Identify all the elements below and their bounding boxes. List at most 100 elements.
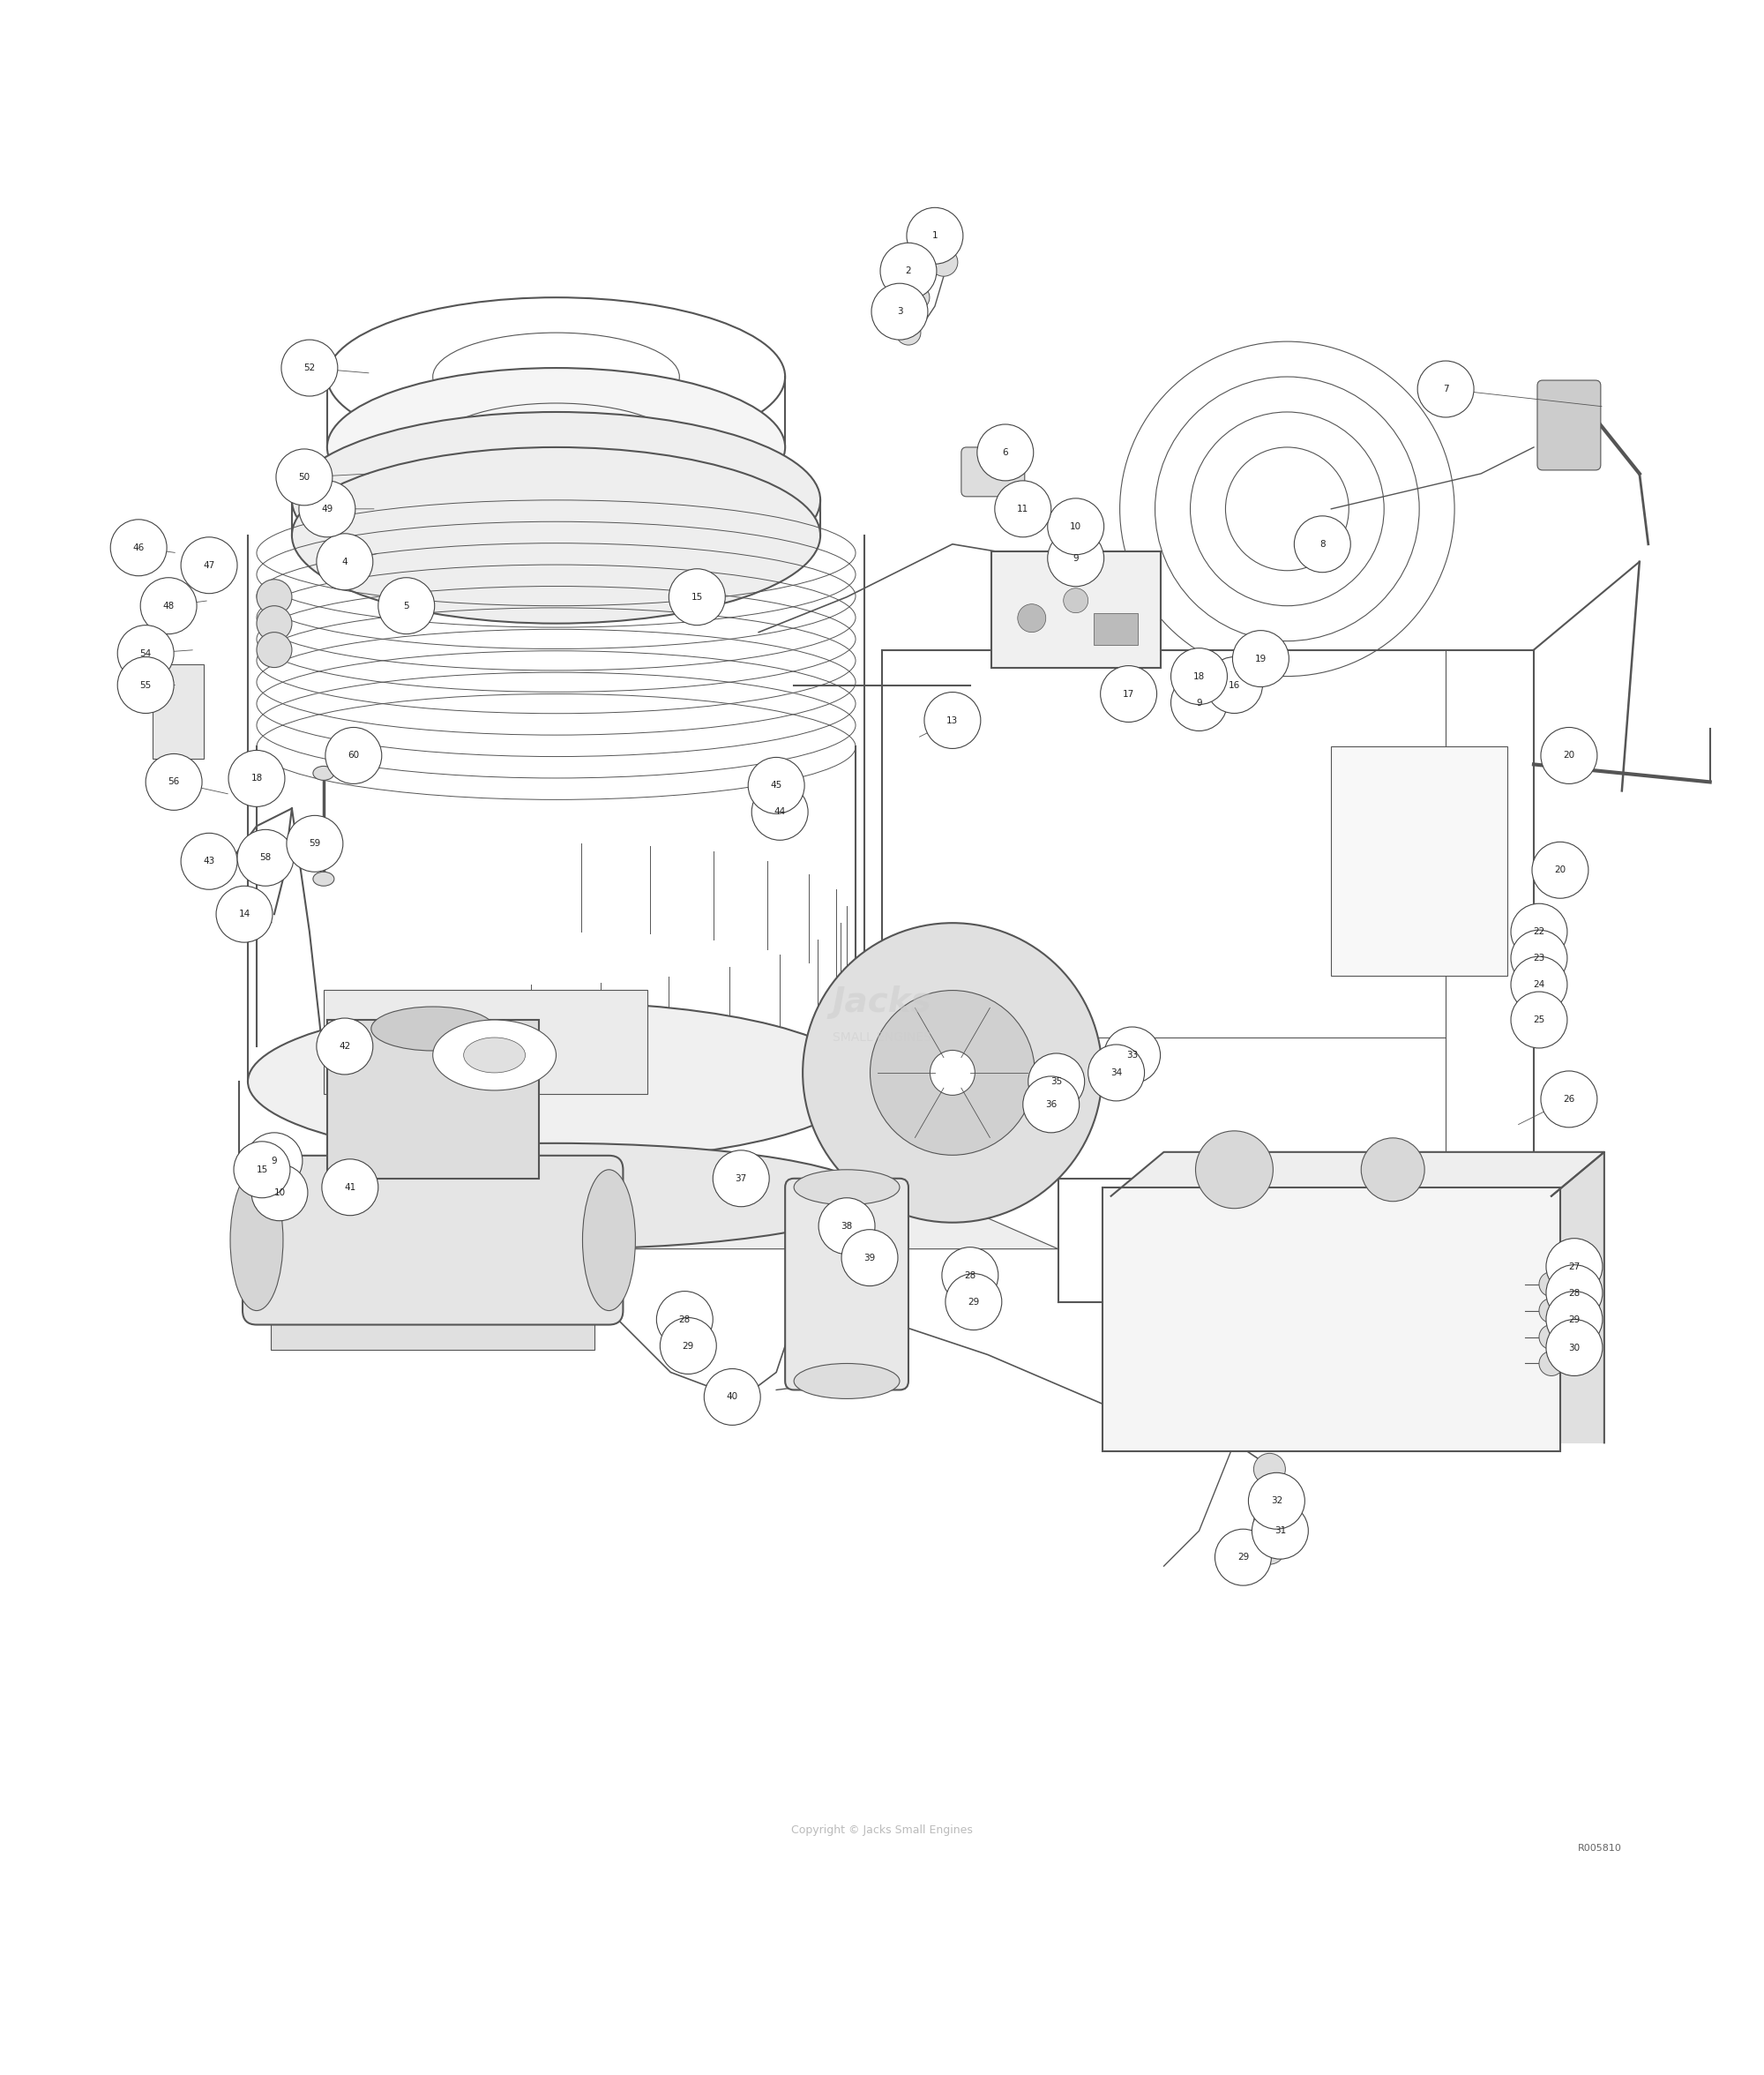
Circle shape xyxy=(182,832,238,890)
Text: 2: 2 xyxy=(905,266,912,276)
Circle shape xyxy=(841,1230,898,1286)
Circle shape xyxy=(880,243,937,299)
Text: 54: 54 xyxy=(139,649,152,658)
Circle shape xyxy=(907,208,963,264)
Text: 49: 49 xyxy=(321,504,333,513)
Text: 43: 43 xyxy=(203,857,215,865)
Text: 60: 60 xyxy=(348,751,360,759)
Circle shape xyxy=(1254,1452,1286,1486)
Text: 41: 41 xyxy=(344,1183,356,1191)
Circle shape xyxy=(256,579,291,614)
Text: 36: 36 xyxy=(1046,1100,1057,1108)
Text: R005810: R005810 xyxy=(1577,1843,1621,1853)
Text: 27: 27 xyxy=(1568,1262,1581,1272)
Circle shape xyxy=(1545,1266,1602,1322)
Polygon shape xyxy=(249,1187,1058,1249)
Circle shape xyxy=(1531,842,1588,898)
Circle shape xyxy=(1540,728,1596,784)
Circle shape xyxy=(803,923,1102,1222)
Text: 28: 28 xyxy=(965,1272,975,1280)
Circle shape xyxy=(704,1370,760,1426)
Text: 50: 50 xyxy=(298,473,310,481)
Text: 34: 34 xyxy=(1111,1069,1122,1077)
Text: 22: 22 xyxy=(1533,928,1545,936)
Circle shape xyxy=(256,633,291,668)
Text: Copyright © Jacks Small Engines: Copyright © Jacks Small Engines xyxy=(792,1824,972,1836)
Text: 30: 30 xyxy=(1568,1343,1581,1353)
FancyBboxPatch shape xyxy=(326,1021,538,1179)
Circle shape xyxy=(1545,1291,1602,1347)
Circle shape xyxy=(1545,1239,1602,1295)
Circle shape xyxy=(1254,1506,1286,1538)
Ellipse shape xyxy=(794,1170,900,1206)
Text: 42: 42 xyxy=(339,1042,351,1050)
Circle shape xyxy=(1254,1533,1286,1565)
Circle shape xyxy=(256,606,291,641)
Text: 59: 59 xyxy=(309,838,321,849)
Circle shape xyxy=(669,569,725,625)
Text: 44: 44 xyxy=(774,807,785,815)
Text: SMALL ENGINES: SMALL ENGINES xyxy=(833,1031,931,1044)
Ellipse shape xyxy=(582,1170,635,1311)
Circle shape xyxy=(1023,1077,1080,1133)
Ellipse shape xyxy=(240,1143,873,1249)
Text: 5: 5 xyxy=(404,602,409,610)
Text: 58: 58 xyxy=(259,853,272,863)
Circle shape xyxy=(660,1318,716,1374)
Circle shape xyxy=(146,753,203,809)
FancyBboxPatch shape xyxy=(153,664,205,759)
Text: 35: 35 xyxy=(1051,1077,1062,1085)
Ellipse shape xyxy=(370,1006,494,1050)
Circle shape xyxy=(656,1291,713,1347)
FancyBboxPatch shape xyxy=(785,1179,908,1390)
Text: 38: 38 xyxy=(841,1222,852,1230)
Circle shape xyxy=(1512,992,1566,1048)
Text: 29: 29 xyxy=(1237,1552,1249,1562)
FancyBboxPatch shape xyxy=(961,448,1025,496)
Circle shape xyxy=(1018,604,1046,633)
Ellipse shape xyxy=(312,872,333,886)
Text: 33: 33 xyxy=(1125,1050,1138,1060)
Text: 31: 31 xyxy=(1274,1527,1286,1535)
Circle shape xyxy=(1171,674,1228,730)
Circle shape xyxy=(316,1019,372,1075)
Circle shape xyxy=(1254,1479,1286,1511)
Ellipse shape xyxy=(231,1170,282,1311)
Text: 11: 11 xyxy=(1018,504,1028,513)
Circle shape xyxy=(1048,498,1104,554)
Circle shape xyxy=(1028,1054,1085,1110)
Text: 40: 40 xyxy=(727,1392,737,1401)
Text: 7: 7 xyxy=(1443,384,1448,394)
Circle shape xyxy=(751,784,808,840)
Circle shape xyxy=(286,815,342,872)
Circle shape xyxy=(1233,631,1289,687)
Circle shape xyxy=(377,577,434,635)
Text: 29: 29 xyxy=(968,1297,979,1305)
Ellipse shape xyxy=(326,367,785,527)
Circle shape xyxy=(1104,1027,1161,1083)
Text: 39: 39 xyxy=(864,1253,875,1262)
Text: 20: 20 xyxy=(1563,751,1575,759)
Circle shape xyxy=(930,249,958,276)
Text: 9: 9 xyxy=(272,1156,277,1166)
Text: 25: 25 xyxy=(1533,1015,1545,1025)
Text: 56: 56 xyxy=(168,778,180,786)
Text: 3: 3 xyxy=(896,307,903,315)
Circle shape xyxy=(118,658,175,714)
Circle shape xyxy=(235,1141,289,1197)
Circle shape xyxy=(325,728,381,784)
Bar xyxy=(1094,612,1138,645)
Circle shape xyxy=(238,830,293,886)
Circle shape xyxy=(1512,903,1566,961)
Text: 15: 15 xyxy=(691,593,702,602)
Ellipse shape xyxy=(249,1002,864,1160)
Circle shape xyxy=(942,1247,998,1303)
Text: 29: 29 xyxy=(683,1340,693,1351)
FancyBboxPatch shape xyxy=(1102,1187,1559,1452)
Polygon shape xyxy=(249,1179,917,1187)
Text: 24: 24 xyxy=(1533,979,1545,990)
Circle shape xyxy=(1215,1529,1272,1585)
Circle shape xyxy=(995,481,1051,537)
Circle shape xyxy=(1064,587,1088,612)
Text: 9: 9 xyxy=(1073,554,1080,562)
